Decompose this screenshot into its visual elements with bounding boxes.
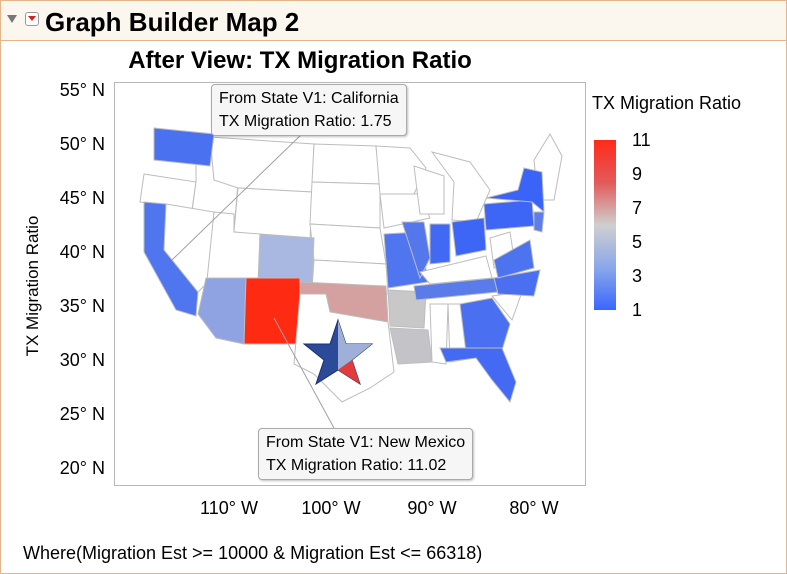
state-washington	[153, 127, 215, 167]
y-tick-label: 40° N	[59, 242, 105, 262]
outline-header: Graph Builder Map 2	[1, 1, 786, 41]
red-triangle-menu-icon[interactable]	[25, 12, 39, 26]
y-axis-label: TX Migration Ratio	[23, 215, 42, 357]
callout-line: TX Migration Ratio: 11.02	[266, 457, 447, 474]
state-louisiana	[389, 327, 433, 365]
chart-title: After View: TX Migration Ratio	[128, 47, 472, 74]
legend-tick-label: 5	[632, 232, 643, 252]
state-florida	[439, 347, 517, 404]
state-iowa	[379, 193, 431, 229]
legend-tick-label: 11	[632, 130, 651, 150]
state-north-dakota	[311, 143, 381, 185]
disclosure-triangle-icon[interactable]	[7, 15, 17, 23]
state-north-carolina	[493, 269, 541, 297]
state-new-mexico	[243, 277, 301, 345]
y-tick-label: 50° N	[59, 134, 105, 154]
legend-tick-label: 3	[632, 266, 643, 286]
x-tick-label: 110° W	[200, 498, 258, 518]
y-tick-label: 25° N	[59, 404, 105, 424]
state-new-jersey	[533, 211, 545, 233]
texas-star-icon	[302, 318, 374, 386]
callout-line: TX Migration Ratio: 1.75	[219, 113, 392, 130]
x-tick-label: 90° W	[407, 498, 457, 518]
state-georgia	[459, 297, 511, 353]
where-clause-footer: Where(Migration Est >= 10000 & Migration…	[23, 543, 483, 563]
state-new-york	[485, 167, 545, 214]
state-south-dakota	[309, 181, 381, 229]
state-wisconsin	[413, 165, 445, 215]
x-tick-label: 80° W	[509, 498, 559, 518]
legend-tick-label: 1	[632, 300, 643, 320]
us-state-map[interactable]	[114, 82, 586, 486]
y-tick-label: 20° N	[59, 458, 105, 478]
callout-line: From State V1: New Mexico	[266, 434, 466, 451]
state-arizona	[197, 277, 247, 345]
callout-california: From State V1: California TX Migration R…	[211, 84, 407, 136]
outline-title: Graph Builder Map 2	[45, 7, 300, 37]
state-indiana	[429, 223, 451, 265]
legend-title: TX Migration Ratio	[592, 93, 742, 113]
state-montana	[209, 136, 315, 193]
x-tick-label: 100° W	[301, 498, 361, 518]
callout-line: From State V1: California	[219, 90, 399, 107]
state-wyoming	[233, 187, 313, 241]
y-tick-label: 30° N	[59, 350, 105, 370]
legend-tick-label: 9	[632, 164, 643, 184]
state-virginia	[493, 239, 535, 279]
state-ohio	[451, 217, 487, 257]
state-california	[143, 201, 199, 317]
legend-tick-label: 7	[632, 198, 643, 218]
y-tick-label: 35° N	[59, 296, 105, 316]
y-tick-label: 45° N	[59, 188, 105, 208]
legend-gradient-bar	[594, 140, 616, 310]
state-pennsylvania	[483, 199, 535, 231]
y-tick-label: 55° N	[59, 80, 105, 100]
state-nebraska	[309, 223, 387, 265]
callout-new-mexico: From State V1: New Mexico TX Migration R…	[258, 428, 474, 480]
